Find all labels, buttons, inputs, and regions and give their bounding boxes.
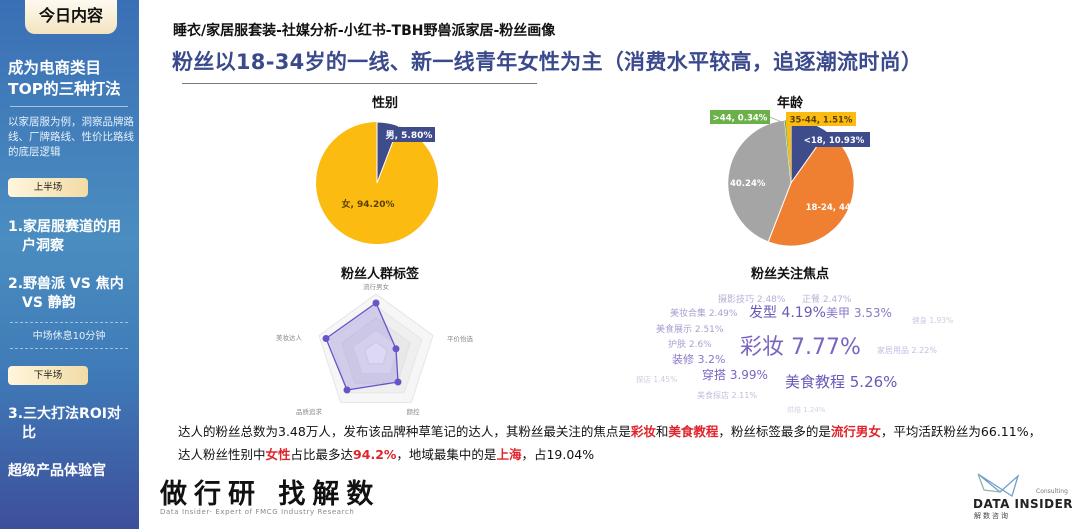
word-item: 美食展示 2.51%	[656, 325, 724, 335]
word-item: 烘焙 1.24%	[787, 406, 826, 414]
divider	[10, 106, 128, 107]
brand-slogan: 做行研 找解数	[160, 479, 381, 510]
word-item: 彩妆 7.77%	[740, 335, 861, 360]
page-title: 粉丝以18-34岁的一线、新一线青年女性为主（消费水平较高，追逐潮流时尚）	[172, 50, 923, 74]
agenda-description: 以家居服为例，洞察品牌路线、厂牌路线、性价比路线的底层逻辑	[8, 116, 134, 158]
word-item: 正餐 2.47%	[802, 295, 852, 305]
word-item: 探店 1.45%	[636, 375, 678, 384]
pie-label-male: 男, 5.80%	[386, 130, 433, 141]
word-item: 健身 1.93%	[912, 316, 954, 325]
agenda-section-3: 3.三大打法ROI对 比	[8, 406, 121, 441]
highlight-makeup: 彩妆	[630, 424, 656, 439]
word-item: 发型 4.19%	[749, 305, 826, 321]
age-chart-title: 年龄	[776, 96, 803, 111]
highlight-percent: 94.2%	[353, 447, 397, 462]
radar-series-area	[325, 302, 399, 391]
radar-axis-label: 颜控	[407, 407, 421, 416]
pie-slice-35-44	[785, 119, 791, 183]
agenda-title-line2: TOP的三种打法	[8, 80, 121, 98]
highlight-gender: 女性	[265, 447, 291, 462]
divider	[10, 322, 128, 323]
title-underline	[182, 83, 537, 84]
wordcloud-title: 粉丝关注焦点	[750, 267, 829, 282]
first-half-badge: 上半场	[8, 178, 88, 197]
audience-tag-radar-chart: 流行男女 平价怡选 颜控 品质追求 美妆达人	[276, 282, 474, 416]
agenda-section-1: 1.家居服赛道的用 户洞察	[8, 219, 122, 254]
age-pie-chart: >44, 0.34% 35-44, 1.51% <18, 10.93% 18-2…	[697, 110, 875, 247]
gender-chart-title: 性别	[371, 96, 398, 111]
logo-consulting-tag: Consulting	[1036, 488, 1068, 495]
pie-slice-25-34	[727, 119, 792, 243]
word-item: 摄影技巧 2.48%	[718, 295, 786, 305]
page-subtitle: 睡衣/家居服套装-社媒分析-小红书-TBH野兽派家居-粉丝画像	[173, 23, 556, 39]
pie-label-under18: <18, 10.93%	[804, 136, 865, 146]
word-item: 美妆合集 2.49%	[670, 309, 738, 319]
agenda-section-2: 2.野兽派 VS 焦内 VS 静韵	[8, 276, 124, 311]
logo-name: DATA INSIDER	[973, 497, 1074, 511]
gender-pie-chart: 男, 5.80% 女, 94.20%	[316, 121, 439, 244]
word-item: 美食教程 5.26%	[785, 373, 898, 391]
word-item: 装修 3.2%	[672, 353, 726, 366]
pie-label-over44: >44, 0.34%	[713, 114, 768, 124]
word-item: 家居用品 2.22%	[877, 346, 937, 355]
word-item: 美食探店 2.11%	[697, 391, 757, 400]
pie-label-female: 女, 94.20%	[341, 198, 394, 210]
word-item: 美甲 3.53%	[826, 306, 892, 320]
highlight-food-tutorial: 美食教程	[668, 424, 719, 439]
pie-label-18-24: 18-24, 44.35%	[806, 203, 875, 213]
agenda-title-line1: 成为电商类目	[8, 59, 102, 77]
data-insider-logo-icon	[977, 473, 1020, 498]
radar-axis-label: 平价怡选	[447, 334, 474, 343]
radar-axis-label: 美妆达人	[276, 333, 303, 342]
word-item: 护肤 2.6%	[668, 340, 712, 350]
divider	[10, 348, 128, 349]
brand-tagline: Data Insider- Expert of FMCG Industry Re…	[160, 508, 355, 516]
break-label: 中场休息10分钟	[32, 331, 106, 342]
agenda-title: 成为电商类目 TOP的三种打法	[8, 58, 134, 100]
agenda-section-4: 超级产品体验官	[8, 463, 106, 479]
radar-axis-label: 品质追求	[296, 407, 323, 416]
pie-slice-over44	[784, 120, 791, 183]
sidebar-agenda: 今日内容 成为电商类目 TOP的三种打法 以家居服为例，洞察品牌路线、厂牌路线、…	[0, 0, 139, 529]
pie-label-35-44: 35-44, 1.51%	[790, 116, 853, 126]
radar-axis-label: 流行男女	[363, 282, 390, 291]
word-item: 穿搭 3.99%	[702, 368, 768, 382]
agenda-header: 今日内容	[25, 0, 117, 34]
highlight-tag: 流行男女	[830, 424, 881, 439]
second-half-badge: 下半场	[8, 366, 88, 385]
radar-chart-title: 粉丝人群标签	[340, 267, 419, 282]
pie-label-25-34: 25-34, 40.24%	[697, 179, 766, 189]
highlight-region: 上海	[496, 447, 522, 462]
summary-paragraph: 达人的粉丝总数为3.48万人，发布该品牌种草笔记的达人，其粉丝最关注的焦点是彩妆…	[178, 424, 1042, 462]
logo-chinese-name: 解数咨询	[974, 512, 1010, 520]
